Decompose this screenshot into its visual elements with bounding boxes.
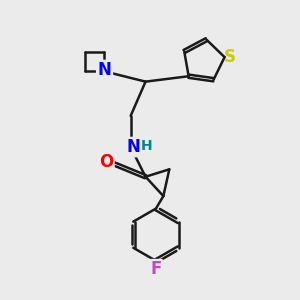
Text: N: N xyxy=(126,138,140,156)
Text: O: O xyxy=(99,153,113,171)
Text: S: S xyxy=(224,48,236,66)
Text: N: N xyxy=(98,61,112,79)
Text: H: H xyxy=(140,139,152,152)
Text: F: F xyxy=(150,260,162,278)
